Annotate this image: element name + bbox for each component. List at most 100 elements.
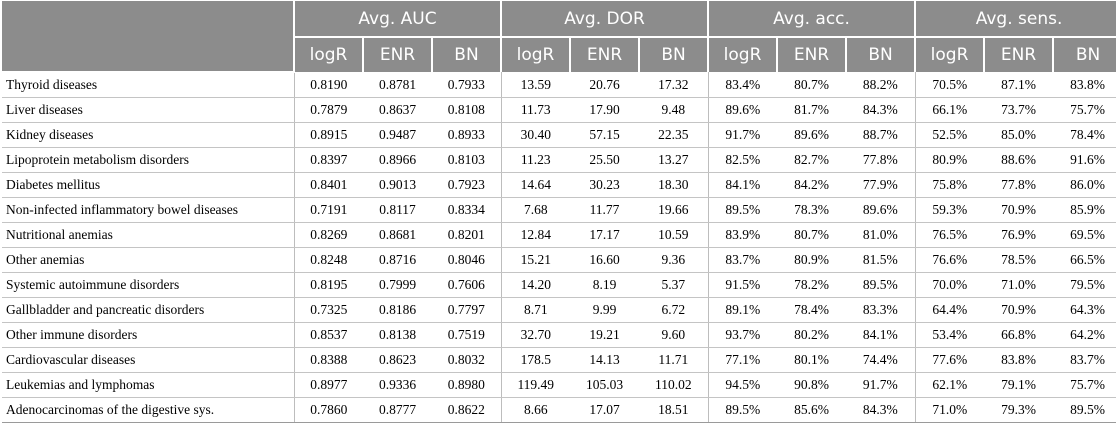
cell-acc-bn: 81.5%	[846, 247, 916, 273]
cell-dor-logr: 15.21	[500, 247, 570, 273]
cell-dor-enr: 16.60	[570, 247, 639, 273]
cell-auc-logr: 0.8248	[293, 247, 363, 273]
table-row: Cardiovascular diseases 0.8388 0.8623 0.803…	[2, 347, 1116, 373]
table-row: Nutritional anemias 0.8269 0.8681 0.8201 12.…	[2, 222, 1116, 248]
cell-sens-logr: 76.5%	[914, 222, 985, 248]
cell-auc-logr: 0.7191	[293, 197, 363, 223]
cell-acc-enr: 84.2%	[777, 172, 847, 198]
table-row: Gallbladder and pancreatic disorders 0.73…	[2, 297, 1116, 323]
cell-auc-enr: 0.8117	[363, 197, 432, 223]
row-label: Thyroid diseases	[2, 72, 294, 98]
cell-acc-logr: 91.5%	[707, 272, 778, 298]
cell-dor-bn: 9.60	[639, 322, 709, 348]
cell-sens-logr: 77.6%	[914, 347, 985, 373]
cell-acc-bn: 84.3%	[846, 397, 916, 423]
cell-auc-bn: 0.7797	[432, 297, 501, 323]
cell-sens-bn: 64.3%	[1053, 297, 1116, 323]
table-row: Adenocarcinomas of the digestive sys. 0.7…	[2, 397, 1116, 423]
cell-sens-enr: 66.8%	[984, 322, 1054, 348]
cell-auc-logr: 0.8977	[293, 372, 363, 398]
cell-auc-bn: 0.8334	[432, 197, 501, 223]
cell-acc-enr: 82.7%	[777, 147, 847, 173]
cell-dor-enr: 25.50	[570, 147, 639, 173]
cell-acc-enr: 81.7%	[777, 97, 847, 123]
row-label: Systemic autoimmune disorders	[2, 272, 294, 298]
cell-dor-bn: 17.32	[639, 72, 709, 98]
cell-dor-logr: 11.23	[500, 147, 570, 173]
group-header-auc: Avg. AUC	[294, 1, 502, 38]
subheader-acc-bn: BN	[846, 37, 917, 72]
cell-acc-logr: 84.1%	[707, 172, 778, 198]
table-row: Liver diseases 0.7879 0.8637 0.8108 11.73 17.…	[2, 97, 1116, 123]
cell-sens-logr: 62.1%	[914, 372, 985, 398]
cell-dor-enr: 9.99	[570, 297, 639, 323]
cell-dor-logr: 12.84	[500, 222, 570, 248]
cell-sens-bn: 91.6%	[1053, 147, 1116, 173]
cell-auc-logr: 0.7860	[293, 397, 363, 423]
cell-auc-enr: 0.8681	[363, 222, 432, 248]
row-label: Non-infected inflammatory bowel diseases	[2, 197, 294, 223]
cell-dor-enr: 20.76	[570, 72, 639, 98]
cell-acc-bn: 88.2%	[846, 72, 916, 98]
group-header-sens: Avg. sens.	[915, 1, 1116, 38]
cell-dor-logr: 11.73	[500, 97, 570, 123]
cell-auc-enr: 0.8777	[363, 397, 432, 423]
cell-acc-enr: 78.3%	[777, 197, 847, 223]
cell-acc-logr: 83.9%	[707, 222, 778, 248]
row-label: Liver diseases	[2, 97, 294, 123]
cell-acc-bn: 88.7%	[846, 122, 916, 148]
cell-sens-logr: 64.4%	[914, 297, 985, 323]
cell-dor-bn: 6.72	[639, 297, 709, 323]
cell-dor-bn: 9.36	[639, 247, 709, 273]
cell-auc-bn: 0.8980	[432, 372, 501, 398]
cell-sens-enr: 78.5%	[984, 247, 1054, 273]
cell-auc-bn: 0.8622	[432, 397, 501, 423]
subheader-acc-enr: ENR	[777, 37, 848, 72]
cell-sens-logr: 76.6%	[914, 247, 985, 273]
cell-sens-bn: 78.4%	[1053, 122, 1116, 148]
row-label: Other anemias	[2, 247, 294, 273]
cell-dor-logr: 14.20	[500, 272, 570, 298]
cell-acc-logr: 91.7%	[707, 122, 778, 148]
cell-auc-logr: 0.7325	[293, 297, 363, 323]
cell-dor-bn: 11.71	[639, 347, 709, 373]
cell-auc-logr: 0.8269	[293, 222, 363, 248]
cell-auc-bn: 0.8032	[432, 347, 501, 373]
cell-dor-bn: 18.51	[639, 397, 709, 423]
subheader-sens-bn: BN	[1053, 37, 1116, 72]
cell-acc-bn: 89.5%	[846, 272, 916, 298]
cell-sens-enr: 71.0%	[984, 272, 1054, 298]
cell-acc-bn: 84.1%	[846, 322, 916, 348]
cell-sens-logr: 53.4%	[914, 322, 985, 348]
cell-dor-enr: 17.17	[570, 222, 639, 248]
cell-auc-logr: 0.7879	[293, 97, 363, 123]
row-label: Leukemias and lymphomas	[2, 372, 294, 398]
cell-sens-logr: 52.5%	[914, 122, 985, 148]
cell-acc-logr: 89.5%	[707, 197, 778, 223]
cell-auc-logr: 0.8537	[293, 322, 363, 348]
cell-acc-logr: 89.5%	[707, 397, 778, 423]
table-row: Diabetes mellitus 0.8401 0.9013 0.7923 14.64…	[2, 172, 1116, 198]
cell-dor-logr: 13.59	[500, 72, 570, 98]
subheader-sens-logr: logR	[915, 37, 986, 72]
cell-sens-logr: 66.1%	[914, 97, 985, 123]
cell-sens-enr: 79.1%	[984, 372, 1054, 398]
cell-acc-logr: 89.1%	[707, 297, 778, 323]
cell-acc-bn: 91.7%	[846, 372, 916, 398]
cell-acc-logr: 94.5%	[707, 372, 778, 398]
cell-sens-enr: 77.8%	[984, 172, 1054, 198]
cell-auc-bn: 0.7933	[432, 72, 501, 98]
cell-sens-logr: 71.0%	[914, 397, 985, 423]
subheader-auc-enr: ENR	[363, 37, 433, 72]
cell-dor-bn: 5.37	[639, 272, 709, 298]
cell-sens-enr: 73.7%	[984, 97, 1054, 123]
table-row: Kidney diseases 0.8915 0.9487 0.8933 30.40 57…	[2, 122, 1116, 148]
subheader-dor-logr: logR	[501, 37, 571, 72]
cell-sens-enr: 70.9%	[984, 297, 1054, 323]
cell-sens-enr: 87.1%	[984, 72, 1054, 98]
row-label: Diabetes mellitus	[2, 172, 294, 198]
subheader-sens-enr: ENR	[984, 37, 1055, 72]
cell-auc-enr: 0.8716	[363, 247, 432, 273]
cell-auc-enr: 0.8966	[363, 147, 432, 173]
table-row: Thyroid diseases 0.8190 0.8781 0.7933 13.59 2…	[2, 72, 1116, 98]
